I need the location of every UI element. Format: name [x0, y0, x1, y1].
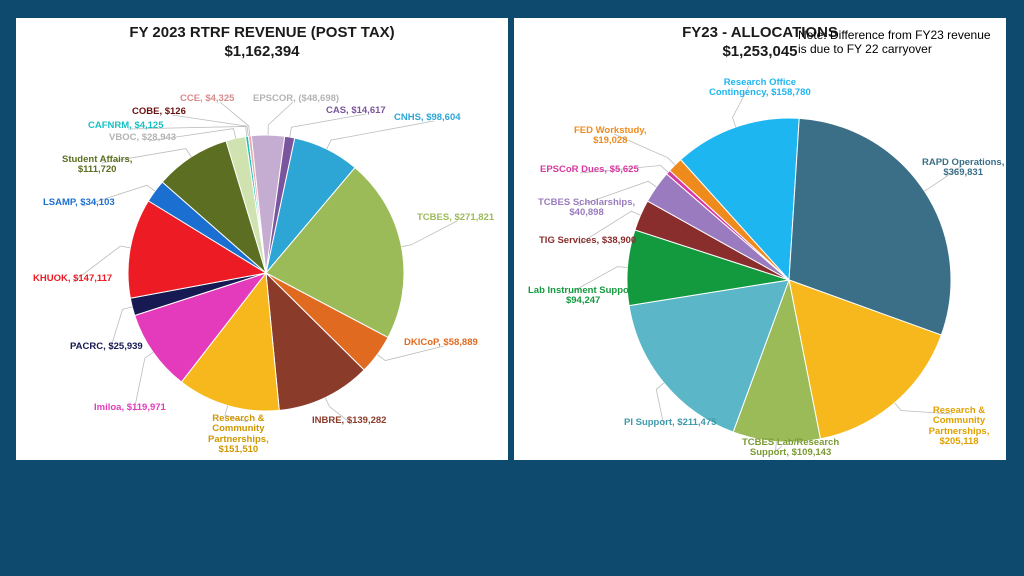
slice-label: CAFNRM, $4,125 — [88, 121, 164, 131]
slice-label: TCBES Lab/Research Support, $109,143 — [742, 438, 839, 459]
slice-label: COBE, $126 — [132, 107, 186, 117]
slice-label: CCE, $4,325 — [180, 94, 234, 104]
slice-label: INBRE, $139,282 — [312, 416, 386, 426]
slice-label: LSAMP, $34,103 — [43, 198, 115, 208]
slice-label: KHUOK, $147,117 — [33, 274, 112, 284]
slice-label: Research & Community Partnerships, $151,… — [208, 414, 269, 456]
slice-label: VBOC, $28,943 — [109, 133, 176, 143]
slice-label: Student Affairs, $111,720 — [62, 155, 132, 176]
slice-label: PACRC, $25,939 — [70, 342, 143, 352]
slice-label: Lab Instrument Support, $94,247 — [528, 286, 638, 307]
slice-label: TCBES Scholarships, $40,898 — [538, 198, 635, 219]
slice-label: EPSCoR Dues, $5,625 — [540, 165, 639, 175]
slice-label: FED Workstudy, $19,028 — [574, 126, 647, 147]
slice-label: EPSCOR, ($48,698) — [253, 94, 339, 104]
revenue-panel: FY 2023 RTRF REVENUE (POST TAX) $1,162,3… — [16, 18, 508, 460]
slice-label: TCBES, $271,821 — [417, 213, 494, 223]
slice-label: CNHS, $98,604 — [394, 113, 461, 123]
slice-label: Research & Community Partnerships, $205,… — [912, 406, 1006, 448]
slice-label: RAPD Operations, $369,831 — [922, 158, 1004, 179]
slice-label: PI Support, $211,475 — [624, 418, 716, 428]
slice-label: CAS, $14,617 — [326, 106, 386, 116]
slice-label: DKICoP, $58,889 — [404, 338, 478, 348]
chart-panels: FY 2023 RTRF REVENUE (POST TAX) $1,162,3… — [0, 0, 1024, 460]
slice-label: Imiloa, $119,971 — [94, 403, 166, 413]
pie-chart — [16, 18, 508, 460]
allocations-panel: FY23 - ALLOCATIONS $1,253,045 Note: Diff… — [514, 18, 1006, 460]
slice-label: Research Office Contingency, $158,780 — [709, 78, 811, 99]
slice-label: TIG Services, $38,900 — [539, 236, 636, 246]
